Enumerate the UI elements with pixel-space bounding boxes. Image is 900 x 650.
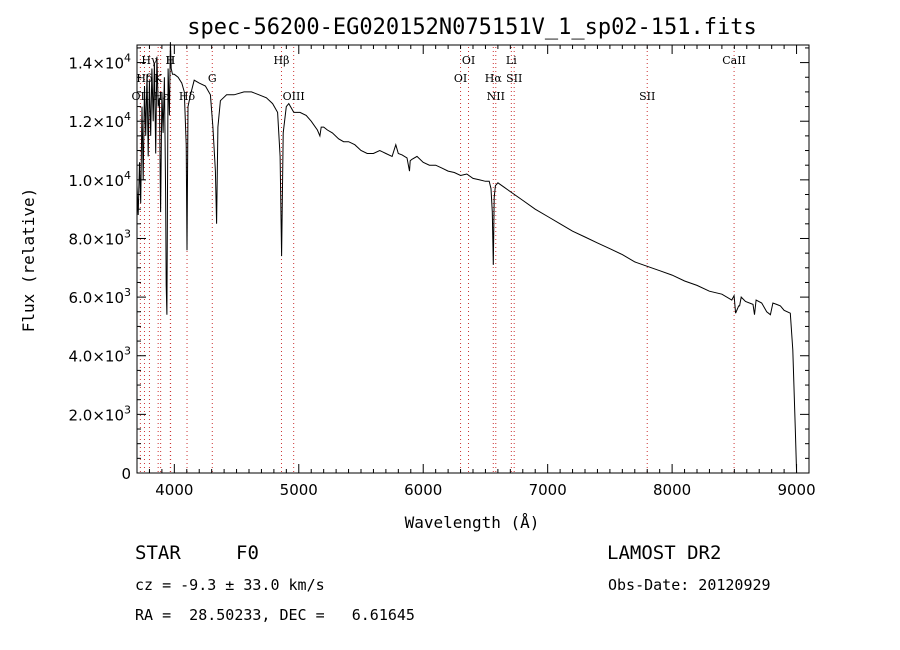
y-tick-exponent: 4 [124, 169, 131, 182]
x-tick-label: 6000 [404, 481, 442, 499]
x-tick-label: 4000 [155, 481, 193, 499]
y-tick-label: 4.0×103 [68, 345, 131, 366]
redshift-cz: cz = -9.3 ± 33.0 km/s [135, 576, 325, 594]
line-label-16: OIII [283, 90, 305, 103]
y-tick-mantissa: 6.0×10 [68, 289, 124, 307]
line-label-18: SII [639, 90, 655, 103]
line-label-7: Hδ [136, 72, 153, 85]
y-tick-label: 1.2×104 [68, 110, 131, 131]
x-tick-label: 5000 [280, 481, 318, 499]
y-axis-ticks: 02.0×1034.0×1036.0×1038.0×1031.0×1041.2×… [68, 47, 809, 483]
plot-frame [136, 44, 810, 474]
y-tick-label: 6.0×103 [68, 286, 131, 307]
y-tick-label: 1.4×104 [68, 52, 131, 73]
y-tick-mantissa: 8.0×10 [68, 230, 124, 248]
y-tick-mantissa: 1.0×10 [68, 172, 124, 190]
y-tick-mantissa: 0 [121, 465, 131, 483]
line-label-3: Hβ [274, 54, 290, 67]
line-label-10: OI [454, 72, 467, 85]
y-tick-exponent: 3 [124, 227, 131, 240]
line-label-8: K [154, 72, 163, 85]
y-tick-exponent: 4 [124, 110, 131, 123]
line-label-6: CaII [722, 54, 746, 67]
y-tick-mantissa: 1.2×10 [68, 113, 124, 131]
line-label-15: Hδ [179, 90, 196, 103]
line-label-0: Hγ [141, 54, 158, 67]
line-label-12: SII [506, 72, 522, 85]
x-axis-title: Wavelength (Å) [405, 513, 540, 532]
y-tick-exponent: 3 [124, 345, 131, 358]
y-tick-exponent: 4 [124, 52, 131, 65]
line-label-11: Hα [485, 72, 503, 85]
survey-name: LAMOST DR2 [607, 542, 722, 564]
y-tick-exponent: 3 [124, 286, 131, 299]
y-tick-label: 0 [121, 465, 131, 483]
chart-title: spec-56200-EG020152N075151V_1_sp02-151.f… [187, 15, 757, 40]
y-tick-label: 2.0×103 [68, 403, 131, 424]
x-tick-label: 7000 [529, 481, 567, 499]
y-tick-label: 8.0×103 [68, 227, 131, 248]
y-tick-mantissa: 4.0×10 [68, 348, 124, 366]
line-label-5: Li [506, 54, 517, 67]
line-label-9: G [208, 72, 217, 85]
line-label-4: OI [462, 54, 475, 67]
x-tick-label: 9000 [777, 481, 815, 499]
coordinates: RA = 28.50233, DEC = 6.61645 [135, 606, 415, 624]
spectral-line-markers [139, 47, 735, 473]
y-tick-label: 1.0×104 [68, 169, 131, 190]
y-axis-title: Flux (relative) [19, 188, 38, 333]
y-tick-exponent: 3 [124, 403, 131, 416]
y-tick-mantissa: 2.0×10 [68, 406, 124, 424]
x-axis-ticks: 4000 5000 6000 7000 8000 9000 [136, 45, 816, 499]
object-class: STAR [135, 542, 181, 564]
line-label-17: NII [487, 90, 505, 103]
x-tick-label: 8000 [653, 481, 691, 499]
object-subclass: F0 [236, 542, 259, 564]
y-tick-mantissa: 1.4×10 [68, 55, 124, 73]
spectrum-line [136, 42, 798, 474]
observation-date: Obs-Date: 20120929 [608, 576, 771, 594]
